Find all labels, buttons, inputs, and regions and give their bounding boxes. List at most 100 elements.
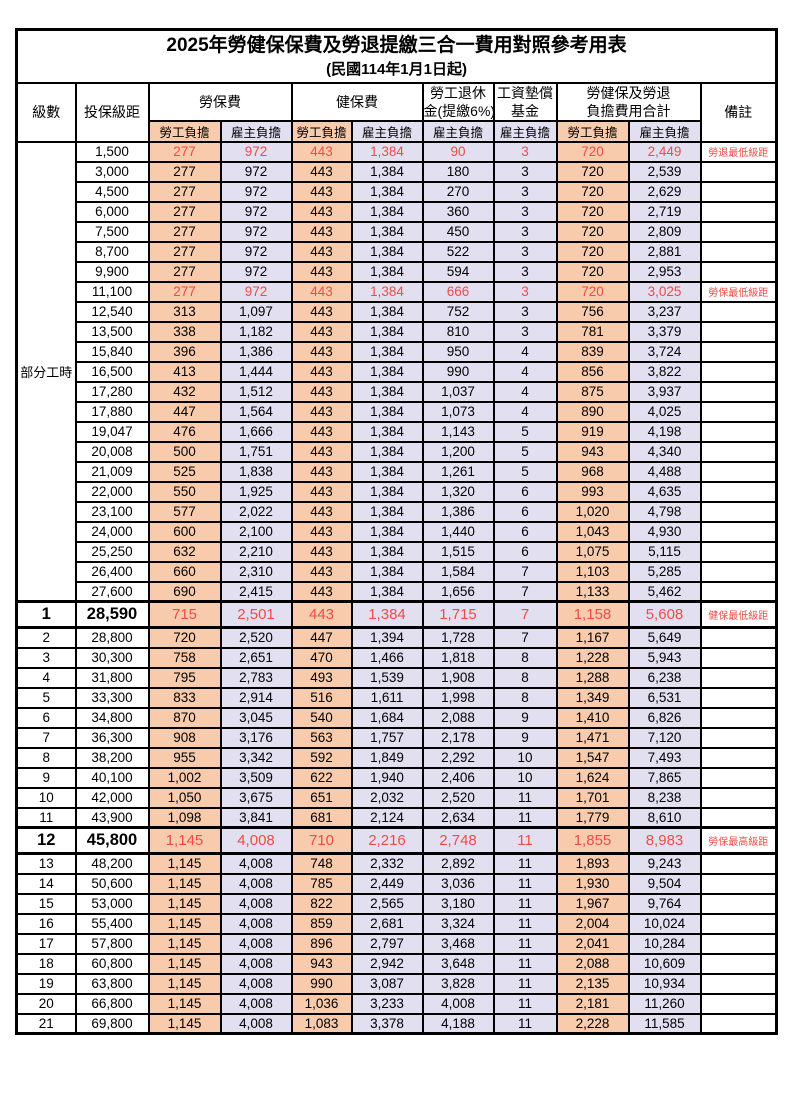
value-cell: 1,624: [555, 766, 630, 789]
value-cell: 443: [290, 440, 353, 463]
value-cell: 632: [147, 540, 222, 563]
value-cell: 443: [290, 600, 353, 629]
bracket-cell: 21,009: [74, 460, 150, 483]
value-cell: 1,728: [421, 626, 495, 649]
bracket-cell: 31,800: [74, 666, 150, 689]
table-row: 9,900 277 972 443 1,384 594 3 720 2,953: [17, 260, 778, 283]
pension-label-line2: 金(提繳6%): [423, 102, 494, 119]
value-cell: 2,783: [219, 666, 293, 689]
table-row: 16 55,400 1,145 4,008 859 2,681 3,324 11 2,004 10…: [15, 912, 778, 935]
col-header-remark: 備註: [699, 81, 778, 143]
remark-cell: [699, 932, 778, 955]
value-cell: 1,261: [421, 460, 495, 483]
value-cell: 1,384: [350, 460, 424, 483]
value-cell: 810: [421, 320, 495, 343]
value-cell: 4,008: [219, 912, 293, 935]
level-cell: 13: [15, 852, 77, 875]
value-cell: 2,449: [627, 140, 702, 163]
value-cell: 443: [290, 180, 353, 203]
value-cell: 360: [421, 200, 495, 223]
value-cell: 5,943: [627, 646, 702, 669]
value-cell: 1,145: [147, 932, 222, 955]
value-cell: 1,539: [350, 666, 424, 689]
value-cell: 2,797: [350, 932, 424, 955]
value-cell: 470: [290, 646, 353, 669]
value-cell: 7,493: [627, 746, 702, 769]
value-cell: 859: [290, 912, 353, 935]
value-cell: 3,180: [421, 892, 495, 915]
bracket-cell: 38,200: [74, 746, 150, 769]
value-cell: 443: [290, 340, 353, 363]
value-cell: 11: [492, 1012, 558, 1035]
value-cell: 4: [492, 340, 558, 363]
table-row: 21 69,800 1,145 4,008 1,083 3,378 4,188 11 2,228…: [15, 1012, 778, 1035]
bracket-cell: 16,500: [74, 360, 150, 383]
value-cell: 2,100: [219, 520, 293, 543]
value-cell: 277: [147, 160, 222, 183]
value-cell: 2,178: [421, 726, 495, 749]
value-cell: 277: [147, 260, 222, 283]
value-cell: 180: [421, 160, 495, 183]
value-cell: 550: [147, 480, 222, 503]
bracket-cell: 13,500: [74, 320, 150, 343]
bracket-cell: 8,700: [74, 240, 150, 263]
value-cell: 666: [421, 280, 495, 303]
remark-cell: [699, 892, 778, 915]
value-cell: 2,415: [219, 580, 293, 603]
remark-cell: [699, 952, 778, 975]
value-cell: 748: [290, 852, 353, 875]
level-cell: 15: [15, 892, 77, 915]
value-cell: 3,648: [421, 952, 495, 975]
value-cell: 447: [147, 400, 222, 423]
value-cell: 1,384: [350, 600, 424, 629]
subheader-labor-employee: 勞工負擔: [147, 119, 222, 143]
value-cell: 2,881: [627, 240, 702, 263]
table-row: 21,009 525 1,838 443 1,384 1,261 5 968 4,488: [17, 460, 778, 483]
remark-cell: 健保最低級距: [699, 600, 778, 629]
remark-cell: [699, 200, 778, 223]
value-cell: 1,838: [219, 460, 293, 483]
table-row: 4,500 277 972 443 1,384 270 3 720 2,629: [17, 180, 778, 203]
value-cell: 1,940: [350, 766, 424, 789]
value-cell: 443: [290, 480, 353, 503]
subheader-pension-employer: 雇主負擔: [421, 119, 495, 143]
value-cell: 1,444: [219, 360, 293, 383]
remark-cell: [699, 580, 778, 603]
value-cell: 3,233: [350, 992, 424, 1015]
level-cell: 21: [15, 1012, 77, 1035]
value-cell: 1,200: [421, 440, 495, 463]
value-cell: 622: [290, 766, 353, 789]
value-cell: 5,285: [627, 560, 702, 583]
value-cell: 3,378: [350, 1012, 424, 1035]
subheader-total-employee: 勞工負擔: [555, 119, 630, 143]
table-row: 17,280 432 1,512 443 1,384 1,037 4 875 3,937: [17, 380, 778, 403]
value-cell: 1,779: [555, 806, 630, 829]
value-cell: 4: [492, 360, 558, 383]
level-cell: 5: [15, 686, 77, 709]
value-cell: 681: [290, 806, 353, 829]
value-cell: 8,238: [627, 786, 702, 809]
value-cell: 396: [147, 340, 222, 363]
value-cell: 1,384: [350, 360, 424, 383]
level-cell: 12: [15, 826, 77, 855]
table-row: 1 28,590 715 2,501 443 1,384 1,715 7 1,158 5,608 健…: [15, 600, 778, 629]
bracket-cell: 63,800: [74, 972, 150, 995]
bracket-cell: 30,300: [74, 646, 150, 669]
value-cell: 516: [290, 686, 353, 709]
bracket-cell: 53,000: [74, 892, 150, 915]
value-cell: 3,045: [219, 706, 293, 729]
value-cell: 1,684: [350, 706, 424, 729]
value-cell: 10,609: [627, 952, 702, 975]
bracket-cell: 11,100: [74, 280, 150, 303]
value-cell: 6: [492, 520, 558, 543]
bracket-cell: 40,100: [74, 766, 150, 789]
value-cell: 1,440: [421, 520, 495, 543]
value-cell: 1,288: [555, 666, 630, 689]
value-cell: 5,115: [627, 540, 702, 563]
table-row: 19 63,800 1,145 4,008 990 3,087 3,828 11 2,135 10…: [15, 972, 778, 995]
value-cell: 1,228: [555, 646, 630, 669]
value-cell: 3,036: [421, 872, 495, 895]
value-cell: 890: [555, 400, 630, 423]
value-cell: 4,930: [627, 520, 702, 543]
level-cell: 14: [15, 872, 77, 895]
